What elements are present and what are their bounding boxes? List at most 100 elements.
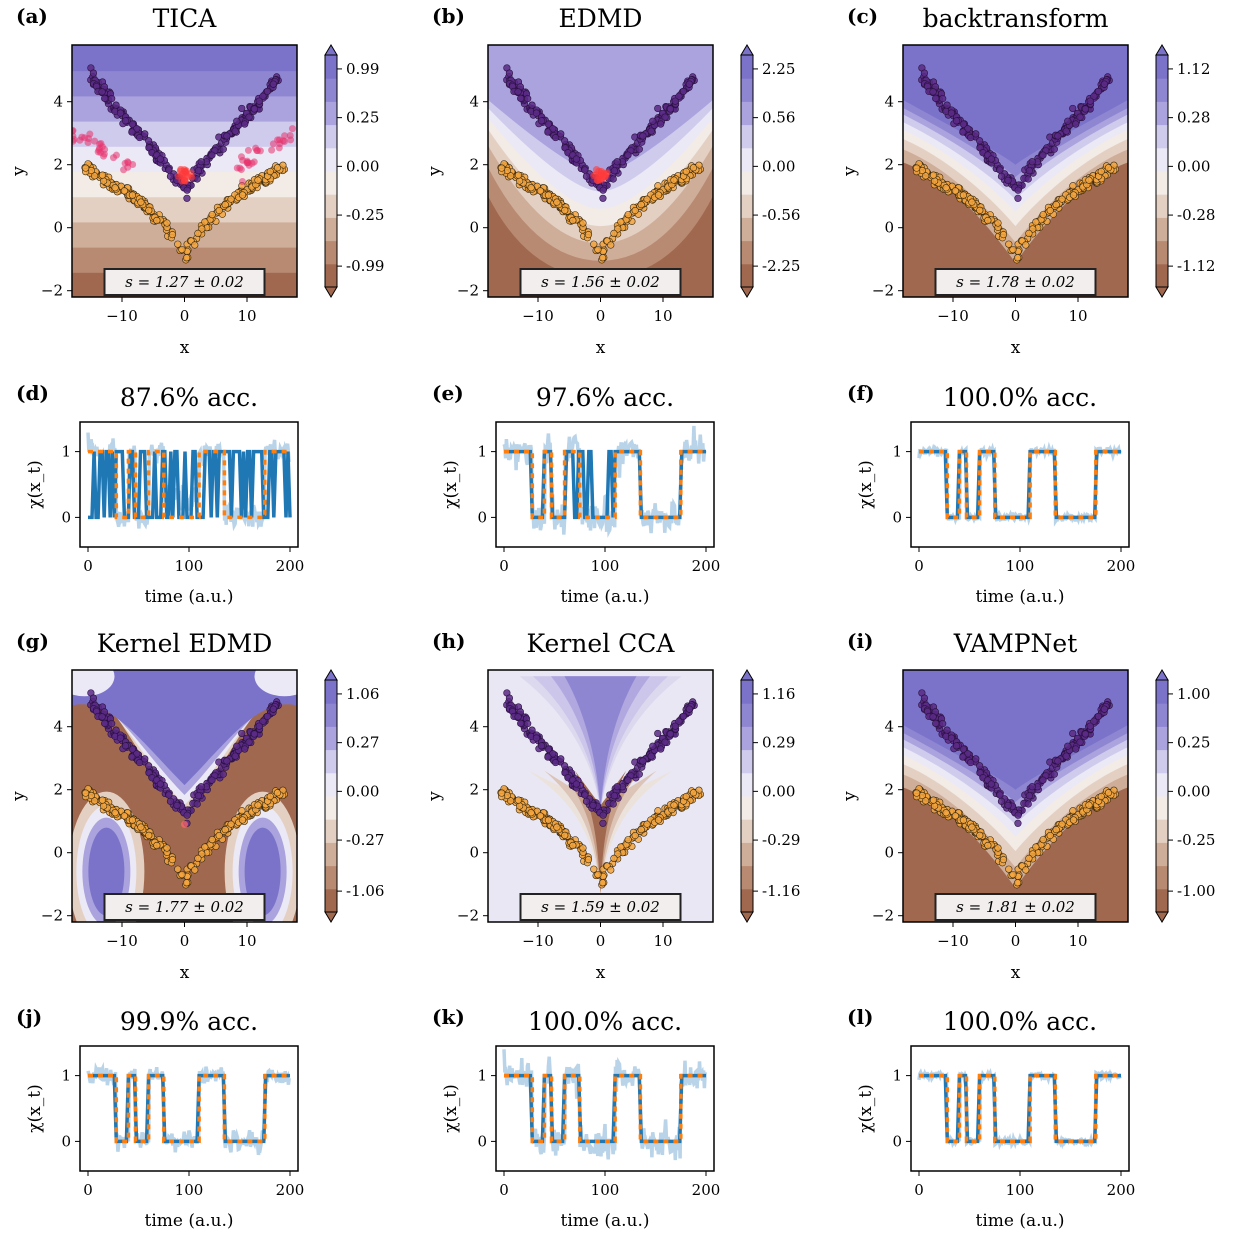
x-tick-label: 0	[596, 307, 606, 325]
data-point	[174, 240, 182, 248]
y-tick-label: 2	[53, 781, 63, 799]
data-point	[1097, 792, 1105, 801]
data-point	[996, 791, 1004, 799]
highlight-point	[96, 140, 104, 148]
data-point	[1081, 105, 1090, 113]
data-point	[610, 167, 618, 175]
data-point	[1046, 831, 1054, 840]
data-point	[647, 127, 655, 135]
x-tick-label: −10	[937, 307, 969, 325]
data-point	[98, 713, 106, 721]
y-tick-label: 2	[469, 781, 479, 799]
y-tick-label: −2	[872, 907, 894, 925]
data-point	[942, 184, 950, 192]
data-point	[1025, 167, 1033, 175]
plot-area	[86, 432, 292, 532]
data-point	[241, 745, 249, 753]
plot-area	[917, 441, 1122, 527]
colorbar-segment	[741, 147, 753, 172]
x-tick-label: −10	[937, 932, 969, 950]
data-point	[1064, 742, 1072, 750]
y-tick-label: 0	[892, 1132, 902, 1150]
colorbar-tick-label: 1.16	[762, 685, 795, 703]
contour-band	[903, 45, 1128, 165]
data-point	[194, 854, 202, 862]
colorbar: 1.12 0.28 0.00 -0.28 -1.12	[1155, 44, 1215, 298]
data-point	[624, 211, 632, 219]
colorbar-tick-label: -1.00	[1177, 882, 1215, 900]
colorbar-extend-bottom	[740, 286, 754, 298]
colorbar-tick-label: 1.12	[1177, 60, 1210, 78]
data-point	[116, 734, 125, 742]
data-point	[245, 738, 253, 746]
data-point	[116, 109, 125, 117]
y-tick-label: −2	[457, 282, 479, 300]
data-point	[1062, 127, 1070, 135]
colorbar-segment	[1156, 842, 1168, 867]
data-point	[505, 69, 514, 77]
data-point	[82, 789, 90, 797]
x-tick-label: 100	[1006, 1181, 1035, 1199]
x-tick-label: −10	[106, 932, 138, 950]
data-point	[654, 182, 662, 190]
data-point	[557, 755, 565, 763]
score-text: s = 1.59 ± 0.02	[541, 898, 660, 916]
data-point	[1058, 820, 1066, 828]
data-point	[549, 750, 557, 758]
highlight-point	[81, 134, 89, 142]
score-text: s = 1.77 ± 0.02	[125, 898, 244, 916]
data-point	[238, 816, 247, 824]
panel-letter: (j)	[16, 1005, 42, 1029]
timeseries-panel-d: 0 100 200 0 1 time (a.u.) χ(x_t) 87.6% acc. (d)	[16, 381, 304, 607]
data-point	[128, 753, 136, 761]
colorbar-segment	[1156, 819, 1168, 843]
data-point	[569, 216, 577, 225]
data-point	[1104, 164, 1113, 172]
colorbar-segment	[325, 819, 337, 843]
data-point	[631, 831, 639, 840]
colorbar: 1.00 0.25 0.00 -0.25 -1.00	[1155, 669, 1215, 923]
plot-area	[72, 45, 297, 297]
colorbar: 0.99 0.25 0.00 -0.25 -0.99	[324, 44, 384, 298]
data-point	[1032, 218, 1040, 226]
colorbar-segment	[741, 240, 753, 265]
data-point	[120, 812, 128, 820]
data-point	[931, 177, 939, 185]
colorbar-extend-bottom	[1155, 286, 1169, 298]
colorbar-tick-label: 0.00	[762, 157, 795, 175]
data-point	[670, 176, 678, 184]
data-point	[994, 219, 1002, 227]
y-axis-label: χ(x_t)	[25, 460, 45, 509]
data-point	[920, 694, 929, 702]
plot-area	[502, 1049, 707, 1161]
data-point	[128, 191, 137, 199]
data-point	[657, 745, 665, 753]
data-point	[128, 128, 136, 136]
data-point	[245, 113, 253, 121]
y-tick-label: 1	[61, 443, 71, 461]
colorbar-segment	[1156, 55, 1168, 79]
data-point	[920, 69, 929, 77]
data-point	[967, 133, 975, 142]
data-point	[544, 128, 552, 136]
colorbar-frame	[324, 679, 338, 913]
x-tick-label: 10	[237, 932, 256, 950]
data-point	[227, 820, 235, 828]
data-point	[922, 797, 930, 805]
score-box	[103, 268, 266, 296]
data-point	[968, 823, 976, 831]
data-point	[183, 194, 191, 202]
colorbar-segment	[325, 888, 337, 913]
data-point	[913, 789, 921, 797]
panel-title: TICA	[153, 4, 218, 33]
data-point	[524, 95, 532, 103]
y-tick-label: 2	[469, 156, 479, 174]
colorbar-segment	[325, 124, 337, 149]
y-tick-label: 4	[469, 93, 479, 111]
x-tick-label: 0	[914, 1181, 924, 1199]
data-point	[972, 130, 980, 138]
data-point	[145, 831, 153, 839]
data-point	[266, 167, 274, 176]
x-tick-label: 0	[180, 307, 190, 325]
